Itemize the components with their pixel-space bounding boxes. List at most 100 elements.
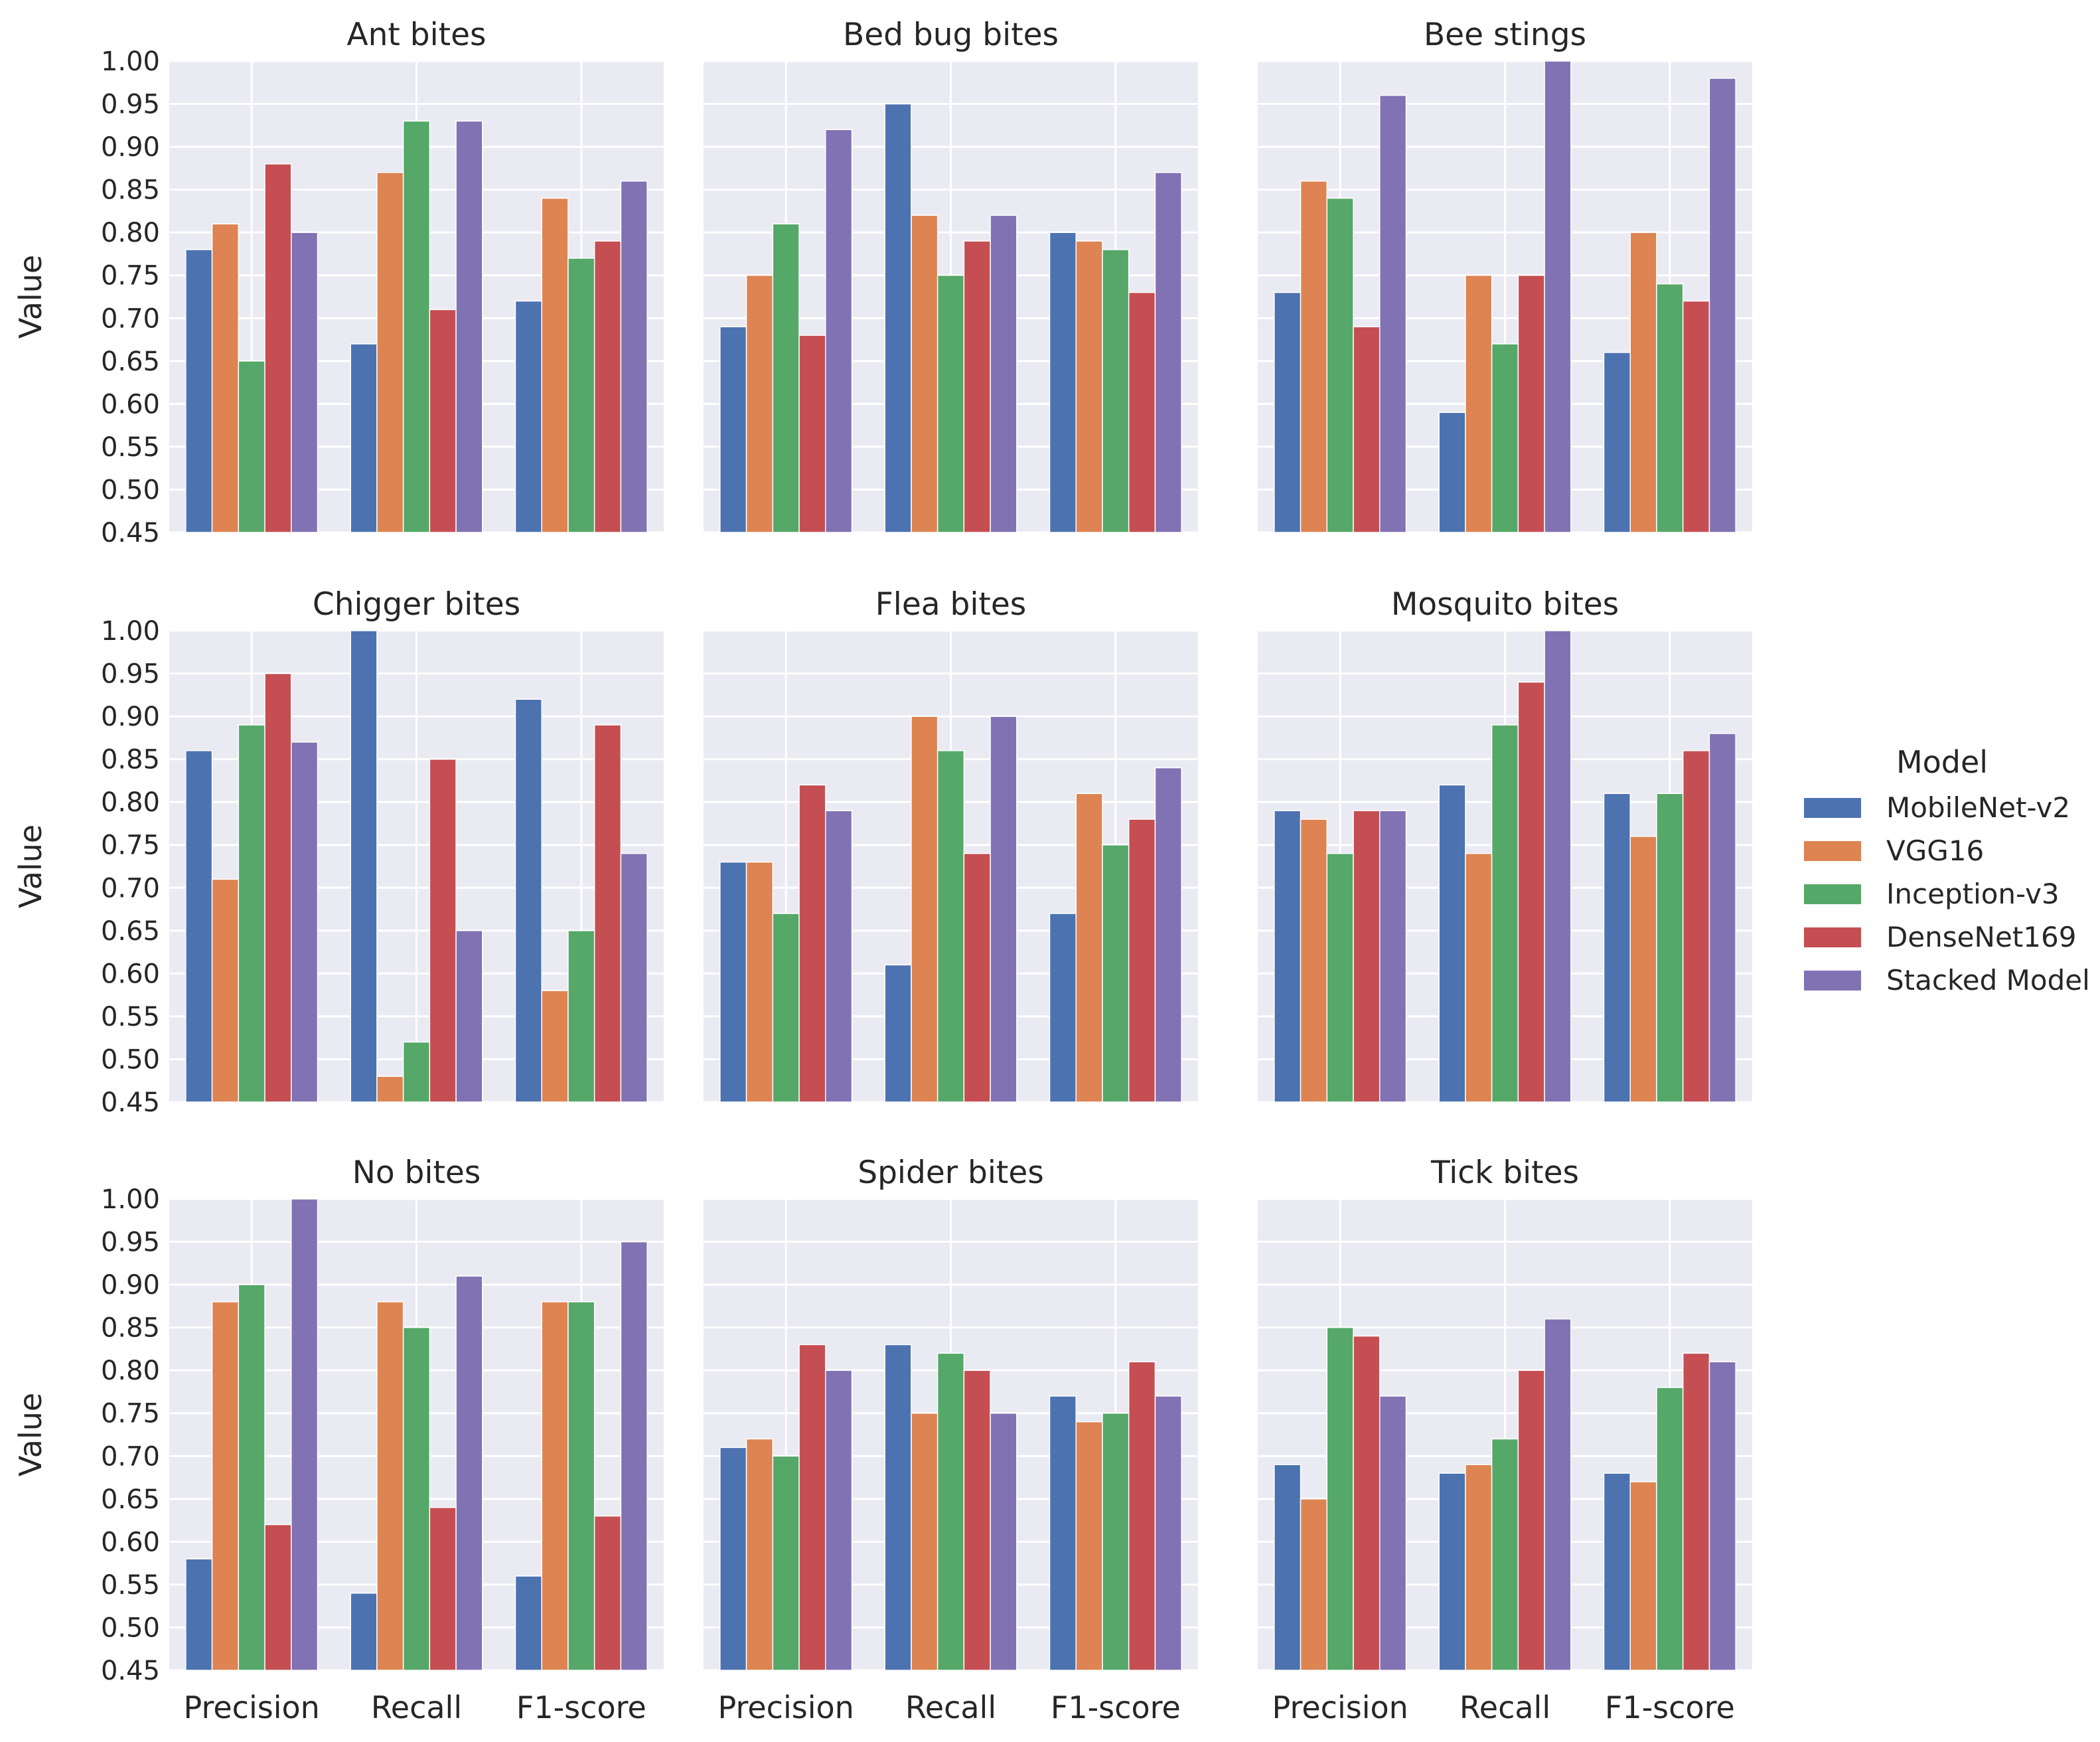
bar-densenet169-precision bbox=[264, 163, 292, 533]
bar-mobilenet-v2-f1-score bbox=[514, 1575, 542, 1671]
y-tick-label: 0.55 bbox=[101, 1002, 160, 1032]
bar-inception-v3-f1-score bbox=[567, 1301, 595, 1671]
y-tick-label: 1.00 bbox=[101, 1184, 160, 1215]
panel-flea-bites: Flea bites bbox=[704, 586, 1198, 1103]
bar-vgg16-f1-score bbox=[541, 197, 569, 533]
y-tick-label: 0.95 bbox=[101, 90, 160, 120]
legend-label: Inception-v3 bbox=[1886, 878, 2060, 910]
bar-mobilenet-v2-f1-score bbox=[1049, 1395, 1077, 1671]
bar-stacked-model-f1-score bbox=[1154, 767, 1182, 1103]
bar-densenet169-f1-score bbox=[1682, 750, 1710, 1103]
bar-vgg16-precision bbox=[745, 861, 774, 1103]
y-tick-label: 1.00 bbox=[101, 46, 160, 77]
bar-stacked-model-recall bbox=[990, 716, 1017, 1103]
panel-spider-bites: Spider bites Precision Recall F1-score bbox=[704, 1154, 1198, 1725]
y-tick-label: 1.00 bbox=[101, 616, 160, 647]
bar-stacked-model-precision bbox=[825, 1370, 853, 1671]
bar-mobilenet-v2-recall bbox=[350, 630, 378, 1103]
bar-vgg16-f1-score bbox=[1075, 1421, 1103, 1671]
bar-inception-v3-recall bbox=[1491, 343, 1519, 533]
bar-mobilenet-v2-precision bbox=[185, 750, 213, 1103]
bar-stacked-model-recall bbox=[990, 1412, 1017, 1671]
bar-stacked-model-f1-score bbox=[1708, 78, 1736, 533]
bar-vgg16-precision bbox=[211, 878, 240, 1103]
panel-title: Tick bites bbox=[1430, 1154, 1579, 1191]
y-tick-label: 0.60 bbox=[101, 1527, 160, 1557]
bar-stacked-model-f1-score bbox=[1708, 733, 1736, 1103]
y-tick-label: 0.90 bbox=[101, 702, 160, 732]
x-tick-label: Precision bbox=[184, 1690, 320, 1725]
bar-vgg16-recall bbox=[1465, 274, 1493, 533]
bar-stacked-model-f1-score bbox=[620, 180, 648, 533]
bar-inception-v3-precision bbox=[238, 360, 265, 533]
x-tick-label: Recall bbox=[905, 1690, 996, 1725]
bar-vgg16-precision bbox=[211, 223, 240, 533]
legend-label: VGG16 bbox=[1886, 834, 1984, 867]
bar-inception-v3-f1-score bbox=[567, 258, 595, 533]
bar-inception-v3-precision bbox=[1326, 852, 1354, 1103]
bar-stacked-model-precision bbox=[825, 129, 853, 533]
bar-densenet169-f1-score bbox=[1128, 1361, 1156, 1671]
bar-vgg16-f1-score bbox=[541, 1301, 569, 1671]
y-tick-label: 0.65 bbox=[101, 347, 160, 377]
bar-mobilenet-v2-recall bbox=[884, 103, 912, 533]
bar-inception-v3-recall bbox=[1491, 724, 1519, 1103]
panel-title: Spider bites bbox=[858, 1154, 1043, 1191]
bar-inception-v3-recall bbox=[402, 1041, 431, 1103]
x-tick-label: Precision bbox=[718, 1690, 854, 1725]
bar-inception-v3-f1-score bbox=[1656, 793, 1684, 1103]
bar-mobilenet-v2-precision bbox=[719, 1447, 747, 1671]
bar-mobilenet-v2-f1-score bbox=[1049, 913, 1077, 1103]
bar-stacked-model-f1-score bbox=[1154, 172, 1182, 533]
bar-inception-v3-recall bbox=[1491, 1438, 1519, 1671]
bar-stacked-model-f1-score bbox=[1154, 1395, 1182, 1671]
legend-label: MobileNet-v2 bbox=[1886, 791, 2070, 824]
bar-densenet169-recall bbox=[429, 758, 457, 1103]
bar-mobilenet-v2-f1-score bbox=[1049, 232, 1077, 533]
bar-densenet169-f1-score bbox=[1682, 1352, 1710, 1671]
y-tick-label: 0.85 bbox=[101, 1313, 160, 1344]
bar-densenet169-recall bbox=[963, 852, 991, 1103]
bar-inception-v3-precision bbox=[238, 1284, 265, 1671]
legend-label: Stacked Model bbox=[1886, 964, 2090, 996]
bar-stacked-model-precision bbox=[825, 810, 853, 1103]
bar-vgg16-recall bbox=[911, 1412, 938, 1671]
bar-densenet169-f1-score bbox=[593, 1515, 622, 1671]
y-tick-label: 0.45 bbox=[101, 1656, 160, 1686]
y-tick-label: 0.65 bbox=[101, 916, 160, 947]
bar-densenet169-recall bbox=[963, 1370, 991, 1671]
bar-densenet169-recall bbox=[429, 309, 457, 533]
bar-stacked-model-f1-score bbox=[1708, 1361, 1736, 1671]
y-tick-label: 0.55 bbox=[101, 432, 160, 463]
bar-inception-v3-f1-score bbox=[1656, 283, 1684, 533]
bar-stacked-model-precision bbox=[291, 1198, 319, 1671]
bar-mobilenet-v2-f1-score bbox=[514, 300, 542, 533]
bar-densenet169-f1-score bbox=[593, 240, 622, 533]
bar-densenet169-recall bbox=[1517, 1370, 1545, 1671]
bar-stacked-model-recall bbox=[455, 930, 483, 1103]
bar-inception-v3-f1-score bbox=[1102, 249, 1130, 533]
bar-densenet169-f1-score bbox=[1682, 300, 1710, 533]
bar-vgg16-recall bbox=[376, 172, 404, 533]
panel-mosquito-bites: Mosquito bites bbox=[1258, 586, 1752, 1103]
y-axis-title: Value bbox=[13, 255, 48, 339]
legend-swatch bbox=[1804, 798, 1861, 818]
y-tick-label: 0.45 bbox=[101, 1087, 160, 1118]
bar-mobilenet-v2-recall bbox=[884, 964, 912, 1103]
bar-mobilenet-v2-precision bbox=[1274, 810, 1302, 1103]
y-tick-label: 0.60 bbox=[101, 959, 160, 989]
bar-inception-v3-f1-score bbox=[567, 930, 595, 1103]
bar-vgg16-recall bbox=[376, 1075, 404, 1103]
y-axis-title: Value bbox=[13, 1393, 48, 1476]
y-tick-label: 0.75 bbox=[101, 261, 160, 291]
bar-inception-v3-precision bbox=[1326, 197, 1354, 533]
bar-densenet169-precision bbox=[1353, 810, 1381, 1103]
bar-densenet169-f1-score bbox=[1128, 291, 1156, 533]
y-tick-label: 0.85 bbox=[101, 175, 160, 206]
bar-stacked-model-precision bbox=[1379, 94, 1407, 533]
bar-stacked-model-recall bbox=[1544, 60, 1572, 533]
y-tick-label: 0.90 bbox=[101, 1270, 160, 1301]
x-tick-label: Recall bbox=[371, 1690, 462, 1725]
y-tick-label: 0.50 bbox=[101, 1613, 160, 1643]
